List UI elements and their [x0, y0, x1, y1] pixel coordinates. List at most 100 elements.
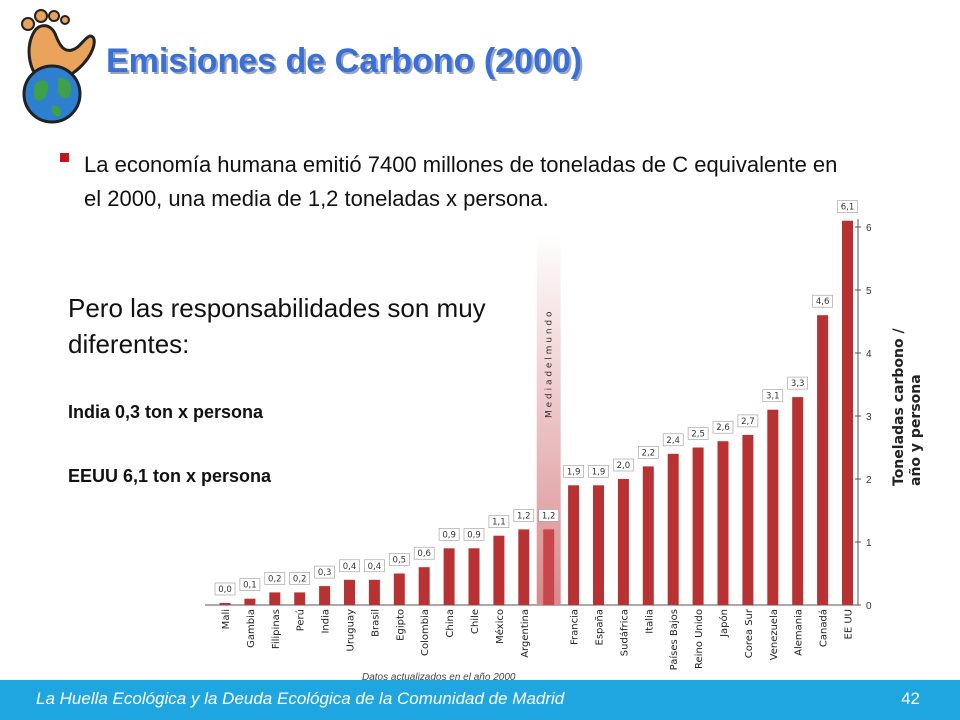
category-label: Corea Sur	[744, 608, 755, 658]
bar-Colombia	[418, 567, 430, 605]
bar-Gambia	[244, 598, 256, 605]
data-label: 0,4	[368, 562, 382, 572]
category-label: Chile	[470, 609, 481, 634]
data-label: 3,1	[766, 392, 780, 402]
data-label-box	[762, 389, 784, 403]
category-label: Uruguay	[346, 609, 357, 652]
data-label-box	[438, 527, 460, 541]
data-label-box	[737, 414, 759, 428]
data-label-box	[488, 515, 510, 529]
footer-bar	[0, 680, 960, 720]
category-label: Reino Unido	[694, 609, 705, 669]
category-label: China	[445, 609, 456, 638]
bar-Francia	[568, 485, 580, 605]
data-label: 0,6	[417, 549, 431, 559]
data-label: 0,2	[293, 574, 307, 584]
category-label: Filipinas	[271, 609, 282, 649]
data-label: 6,1	[841, 203, 855, 213]
bar-Japón	[717, 441, 729, 605]
data-label-box	[588, 464, 609, 478]
data-label: 1,2	[542, 511, 556, 521]
category-label: India	[321, 609, 332, 634]
data-label-box	[364, 559, 385, 573]
data-label-box	[563, 464, 584, 478]
y-tick-label: 1	[866, 538, 872, 549]
bar-Alemania	[792, 397, 804, 605]
data-label-box	[837, 200, 858, 213]
data-label: 1,2	[517, 511, 531, 521]
data-label-box	[513, 509, 535, 522]
data-label: 0,9	[442, 530, 456, 540]
footprint-globe-logo	[8, 6, 100, 124]
bullet-point: La economía humana emitió 7400 millones …	[60, 148, 844, 216]
category-label: Canadá	[818, 609, 830, 647]
data-label: 4,6	[816, 297, 830, 307]
usa-note: EEUU 6,1 ton x persona	[68, 466, 272, 486]
data-label-box	[687, 427, 709, 440]
y-tick-label: 6	[866, 223, 872, 234]
y-tick-label: 2	[866, 475, 872, 486]
data-label-box	[413, 546, 435, 560]
bar-Perú	[294, 592, 306, 605]
data-label-box	[787, 376, 809, 390]
bar-Brasil	[368, 579, 380, 605]
data-label: 2,7	[741, 417, 755, 427]
data-label-box	[812, 294, 833, 308]
data-label: 2,2	[642, 448, 656, 458]
category-label: Alemania	[794, 609, 805, 656]
bar-Corea Sur	[742, 434, 754, 605]
india-note: India 0,3 ton x persona	[68, 402, 264, 422]
data-label-box	[314, 565, 335, 579]
category-label: EE UU	[844, 609, 855, 639]
data-label: 2,6	[716, 423, 730, 433]
data-label: 0,3	[318, 568, 332, 578]
category-label: Venezuela	[769, 609, 780, 660]
bar-media	[543, 529, 555, 605]
footer-text: La Huella Ecológica y la Deuda Ecológica…	[36, 689, 565, 708]
category-label: México	[494, 609, 506, 644]
data-label: 1,9	[567, 467, 581, 477]
y-tick-label: 5	[866, 286, 872, 297]
category-label: Francia	[570, 609, 581, 645]
data-label-box	[613, 458, 634, 472]
category-label: Sudáfrica	[618, 609, 630, 656]
bullet-text: La economía humana emitió 7400 millones …	[84, 152, 838, 211]
bar-Chile	[468, 548, 480, 605]
bar-EE UU	[842, 220, 853, 605]
bar-Italia	[642, 466, 654, 605]
category-label: Gambia	[246, 609, 257, 648]
data-label: 2,5	[691, 430, 705, 440]
bar-México	[493, 535, 505, 605]
category-label: Mali	[221, 609, 232, 629]
page-number: 42	[901, 689, 920, 708]
bar-España	[593, 485, 604, 605]
data-label-box	[712, 420, 734, 434]
category-label: Egipto	[395, 609, 406, 641]
category-label: Perú	[295, 609, 307, 631]
bar-Países Bajos	[667, 453, 679, 605]
data-label-box	[214, 582, 236, 596]
data-label: 0,1	[243, 581, 257, 591]
data-label: 0,5	[393, 556, 407, 566]
category-label: Italia	[644, 609, 655, 634]
data-label-box	[637, 446, 659, 459]
y-axis-title-line1: Toneladas carbono /	[891, 328, 907, 486]
data-label-box	[538, 509, 560, 522]
bar-Uruguay	[344, 579, 355, 605]
data-label: 1,1	[492, 518, 506, 528]
category-label: Japón	[718, 609, 730, 638]
data-label: 0,2	[268, 574, 282, 584]
bar-Canadá	[817, 315, 829, 605]
bullet-square-icon	[60, 153, 69, 162]
bar-India	[319, 586, 331, 605]
data-label-box	[463, 527, 485, 541]
y-axis-title-line2: año y persona	[908, 374, 924, 486]
bar-Filipinas	[269, 592, 281, 605]
data-label-box	[388, 553, 410, 566]
data-label-box	[264, 572, 286, 585]
category-label: Colombia	[420, 609, 431, 656]
data-label: 0,0	[218, 585, 232, 595]
slide-title: Emisiones de Carbono (2000)	[106, 42, 583, 80]
y-tick-label: 0	[866, 601, 872, 612]
data-label-box	[662, 433, 684, 447]
